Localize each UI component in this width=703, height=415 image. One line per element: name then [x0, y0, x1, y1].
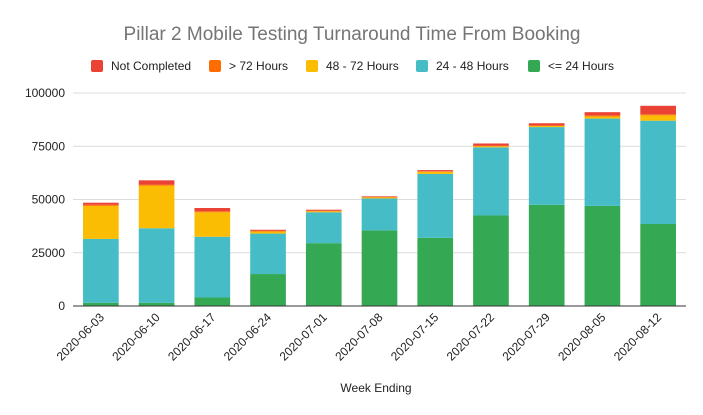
bar-segment — [528, 127, 565, 205]
legend-swatch — [91, 60, 103, 72]
legend-swatch — [528, 60, 540, 72]
x-tick-label: 2020-07-22 — [444, 310, 498, 364]
bar-segment — [584, 112, 621, 116]
bar-segment — [528, 126, 565, 128]
legend-item: Not Completed — [91, 59, 191, 73]
x-tick-label: 2020-06-03 — [54, 310, 108, 364]
bar-segment — [250, 231, 286, 234]
bar-segment — [194, 236, 231, 298]
x-tick-label: 2020-08-05 — [555, 310, 609, 364]
bar-segment — [584, 118, 621, 206]
bar-segment — [584, 205, 621, 306]
bar-segment — [138, 302, 175, 306]
bar-segment — [194, 208, 231, 212]
bar-segment — [584, 115, 621, 117]
legend-item: > 72 Hours — [209, 59, 288, 73]
legend-label: > 72 Hours — [229, 59, 288, 73]
legend-swatch — [209, 60, 221, 72]
legend-item: 24 - 48 Hours — [416, 59, 509, 73]
bar-segment — [640, 115, 676, 121]
bar-segment — [250, 274, 286, 306]
bar-segment — [361, 198, 398, 231]
x-tick-label: 2020-07-08 — [332, 310, 386, 364]
legend: Not Completed > 72 Hours 48 - 72 Hours 24 -… — [91, 59, 614, 73]
bar-segment — [83, 238, 119, 303]
bar-segment — [584, 116, 621, 119]
bar-segment — [194, 297, 231, 306]
bar-segment — [194, 212, 231, 237]
legend-label: 24 - 48 Hours — [436, 59, 509, 73]
bar-segment — [417, 173, 454, 238]
bar-segment — [640, 223, 676, 306]
legend-item: <= 24 Hours — [528, 59, 614, 73]
bar-segment — [83, 205, 119, 239]
bar-segment — [640, 114, 676, 116]
bar-segment — [83, 302, 119, 306]
y-tick-label: 0 — [58, 299, 65, 313]
x-tick-label: 2020-08-12 — [611, 310, 665, 364]
bar-segment — [250, 233, 286, 275]
bar-segment — [138, 184, 175, 186]
legend-label: <= 24 Hours — [548, 59, 614, 73]
bar-segment — [417, 170, 454, 172]
bar-segment — [473, 147, 509, 216]
bar-segment — [250, 230, 286, 232]
bar-segment — [83, 204, 119, 206]
bar-segment — [194, 211, 231, 213]
bar-segment — [83, 202, 119, 205]
x-tick-label: 2020-07-01 — [277, 310, 331, 364]
bar-segment — [417, 171, 454, 172]
bar-segment — [361, 197, 398, 199]
bar-segment — [473, 143, 509, 146]
bar-segment — [640, 105, 676, 115]
legend-swatch — [416, 60, 428, 72]
legend-label: 48 - 72 Hours — [326, 59, 399, 73]
y-tick-label: 100000 — [25, 86, 65, 100]
x-tick-label: 2020-06-17 — [165, 310, 219, 364]
bar-segment — [528, 204, 565, 306]
x-tick-label: 2020-06-10 — [109, 310, 163, 364]
bar-segment — [250, 229, 286, 231]
bar-segment — [305, 209, 342, 211]
bar-segment — [305, 212, 342, 244]
bars — [83, 105, 676, 306]
x-tick-label: 2020-07-29 — [499, 310, 553, 364]
bar-segment — [305, 243, 342, 306]
y-tick-label: 50000 — [32, 193, 66, 207]
bar-segment — [473, 146, 509, 148]
bar-segment — [473, 145, 509, 147]
y-tick-label: 25000 — [32, 246, 66, 260]
x-axis-ticks: 2020-06-03 2020-06-10 2020-06-17 2020-06-24… — [54, 310, 665, 364]
legend-swatch — [306, 60, 318, 72]
bar-segment — [528, 125, 565, 127]
bar-segment — [417, 171, 454, 174]
x-tick-label: 2020-07-15 — [388, 310, 442, 364]
bar-segment — [417, 237, 454, 306]
x-axis-label: Week Ending — [340, 381, 411, 395]
legend-label: Not Completed — [111, 59, 191, 73]
bar-segment — [305, 211, 342, 213]
legend-item: 48 - 72 Hours — [306, 59, 399, 73]
bar-segment — [528, 123, 565, 126]
y-axis-ticks: 0 25000 50000 75000 100000 — [25, 86, 65, 313]
bar-segment — [361, 230, 398, 306]
bar-segment — [138, 185, 175, 229]
y-tick-label: 75000 — [32, 139, 66, 153]
chart-title: Pillar 2 Mobile Testing Turnaround Time … — [124, 24, 581, 45]
x-tick-label: 2020-06-24 — [221, 310, 275, 364]
bar-segment — [361, 196, 398, 197]
bar-segment — [473, 215, 509, 306]
bar-segment — [138, 228, 175, 303]
bar-segment — [138, 180, 175, 185]
bar-segment — [640, 120, 676, 224]
